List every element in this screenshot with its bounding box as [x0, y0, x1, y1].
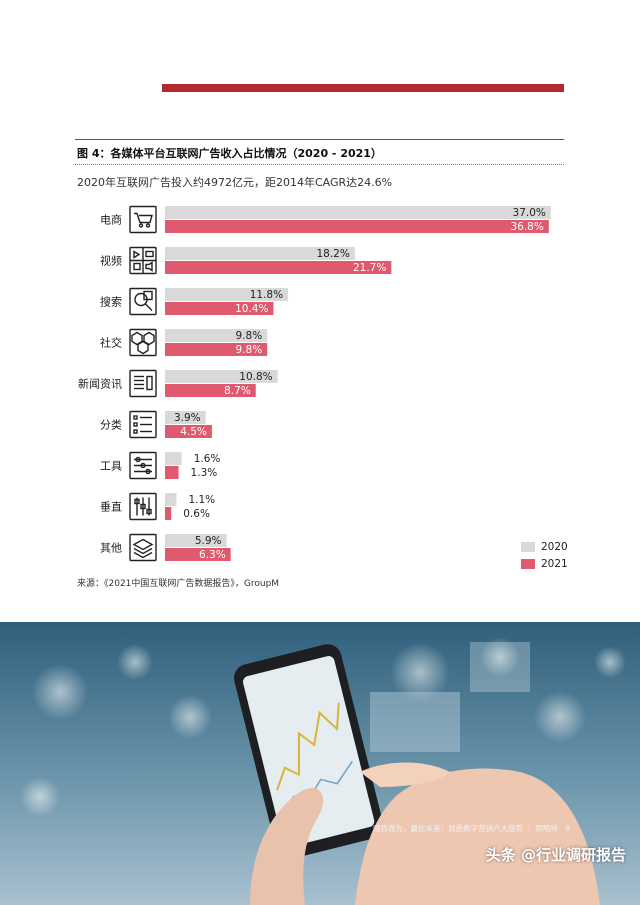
bar-2020 — [165, 329, 268, 342]
data-label-2021: 8.7% — [224, 385, 251, 397]
bar-2021 — [165, 384, 256, 397]
bar-2021 — [165, 302, 274, 315]
data-label-2021: 36.8% — [510, 221, 543, 233]
bar-2021 — [165, 261, 392, 274]
bar-2020 — [165, 411, 206, 424]
data-label-2020: 10.8% — [239, 371, 272, 383]
bar-chart: 电商 37.0% 36.8% 视频 18.2% 21.7% 搜索 11.8% 10.4% 社交 9.… — [78, 205, 551, 562]
figure-source: 来源：《2021中国互联网广告数据报告》，GroupM — [77, 579, 280, 589]
bar-2020 — [165, 206, 551, 219]
data-label-2020: 1.6% — [194, 453, 221, 465]
data-label-2020: 18.2% — [316, 248, 349, 260]
figure-dotted-rule — [75, 164, 564, 165]
shopping-cart-icon — [129, 205, 157, 234]
bar-2020 — [165, 247, 355, 260]
data-label-2021: 10.4% — [235, 303, 268, 315]
bar-2021 — [165, 343, 268, 356]
data-label-2020: 9.8% — [236, 330, 263, 342]
category-label: 搜索 — [100, 295, 122, 309]
figure-subtitle: 2020年互联网广告投入约4972亿元，距2014年CAGR达24.6% — [77, 176, 393, 189]
data-label-2021: 0.6% — [183, 508, 210, 520]
data-label-2020: 3.9% — [174, 412, 201, 424]
data-label-2020: 1.1% — [188, 494, 215, 506]
figure-title: 图 4：各媒体平台互联网广告收入占比情况（2020 - 2021） — [77, 147, 382, 160]
bar-2020 — [165, 534, 227, 547]
search-icon — [129, 287, 157, 316]
legend-swatch-2020 — [521, 542, 535, 552]
data-label-2021: 1.3% — [191, 467, 218, 479]
bar-2020 — [165, 452, 182, 465]
category-label: 社交 — [100, 336, 122, 350]
legend-label-2021: 2021 — [541, 558, 568, 570]
page-footer: 顺势而为，赢在未来：洞悉数字营销六大趋势 ｜ 思略特 9 — [372, 824, 570, 833]
data-label-2021: 6.3% — [199, 549, 226, 561]
news-icon — [129, 369, 157, 398]
category-label: 新闻资讯 — [78, 377, 122, 391]
legend-item-2021: 2021 — [521, 558, 568, 570]
category-label: 垂直 — [100, 500, 122, 514]
legend-label-2020: 2020 — [541, 541, 568, 553]
category-label: 分类 — [100, 418, 122, 432]
list-icon — [129, 410, 157, 439]
social-icon — [129, 328, 157, 357]
bar-2021 — [165, 507, 172, 520]
bar-2020 — [165, 370, 278, 383]
watermark: 头条 @行业调研报告 — [485, 846, 626, 864]
category-label: 其他 — [100, 542, 122, 555]
data-label-2021: 21.7% — [353, 262, 386, 274]
bar-2021 — [165, 548, 231, 561]
bar-2021 — [165, 220, 549, 233]
bar-2021 — [165, 425, 212, 438]
legend-swatch-2021 — [521, 559, 535, 569]
category-label: 电商 — [100, 213, 122, 227]
bar-2021 — [165, 466, 179, 479]
hands-smartphone-photo — [0, 622, 640, 905]
figure-top-rule — [75, 139, 564, 140]
data-label-2020: 37.0% — [513, 207, 546, 219]
video-icon — [129, 246, 157, 275]
bar-2020 — [165, 493, 177, 506]
category-label: 工具 — [100, 460, 122, 473]
category-label: 视频 — [100, 254, 122, 268]
data-label-2020: 5.9% — [195, 535, 222, 547]
data-label-2020: 11.8% — [250, 289, 283, 301]
data-label-2021: 4.5% — [180, 426, 207, 438]
vertical-sliders-icon — [129, 492, 157, 521]
tools-icon — [129, 451, 157, 480]
bar-2020 — [165, 288, 289, 301]
data-label-2021: 9.8% — [236, 344, 263, 356]
layers-icon — [129, 533, 157, 562]
legend-item-2020: 2020 — [521, 541, 568, 553]
header-accent-rule — [162, 84, 564, 92]
